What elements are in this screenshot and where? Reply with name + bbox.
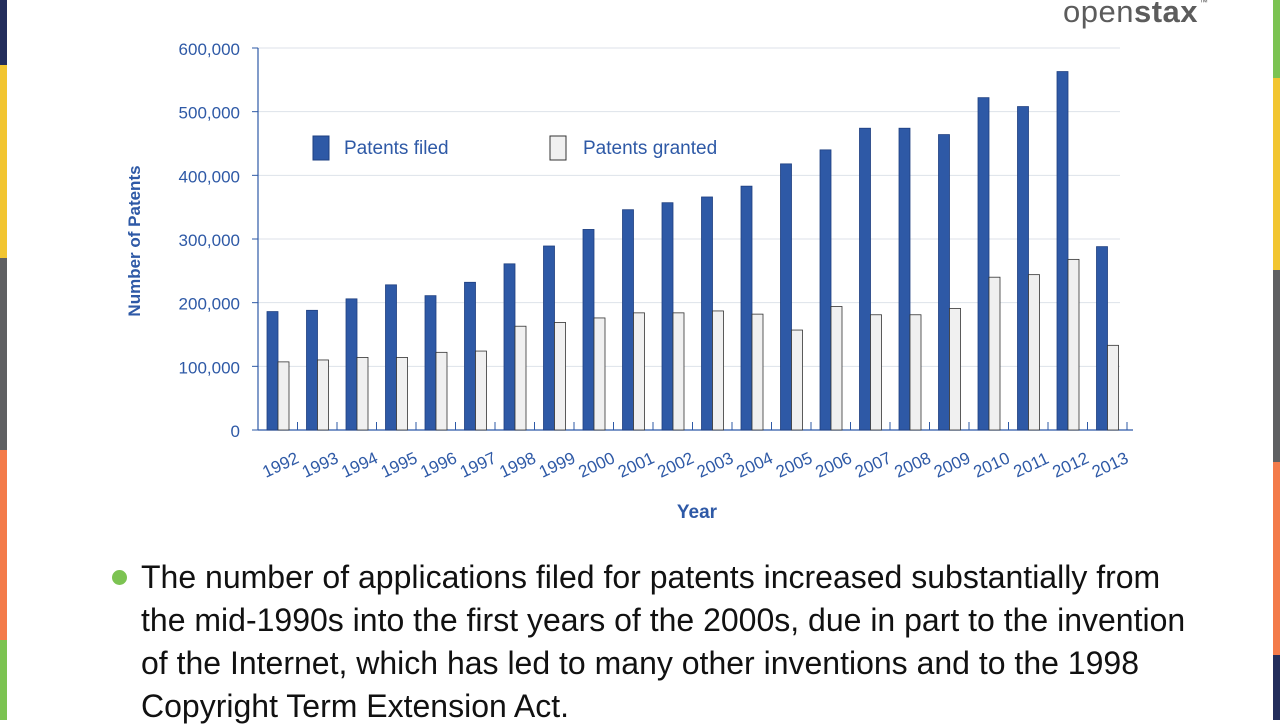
y-axis-title: Number of Patents xyxy=(125,165,144,316)
edge-segment xyxy=(1273,78,1280,270)
bullet-text: The number of applications filed for pat… xyxy=(141,559,1186,724)
x-tick-label: 2012 xyxy=(1050,448,1092,481)
x-tick-label: 2006 xyxy=(813,448,855,481)
x-tick-label: 2009 xyxy=(931,448,973,481)
edge-segment xyxy=(0,640,7,720)
x-axis-title: Year xyxy=(677,502,718,523)
bar-patents-granted xyxy=(514,325,527,431)
x-tick-label: 2002 xyxy=(655,448,697,481)
x-tick-label: 1992 xyxy=(260,448,302,481)
x-tick-label: 1994 xyxy=(339,448,381,481)
x-tick-label: 2010 xyxy=(971,448,1013,481)
x-tick-label: 1995 xyxy=(378,448,420,481)
bar-patents-granted xyxy=(396,357,408,431)
openstax-logo: openstax™ xyxy=(1063,0,1209,30)
x-tick-label: 1996 xyxy=(418,448,460,481)
bar-patents-filed xyxy=(622,209,634,431)
edge-segment xyxy=(1273,655,1280,720)
x-tick-label: 2001 xyxy=(615,448,657,481)
bar-patents-granted xyxy=(277,361,290,431)
bar-patents-filed xyxy=(1017,106,1029,431)
y-tick-label: 0 xyxy=(231,422,240,441)
bar-patents-granted xyxy=(554,322,566,431)
bar-patents-filed xyxy=(266,311,279,431)
bar-patents-filed xyxy=(740,185,753,431)
bar-patents-filed xyxy=(582,229,595,431)
bar-patents-filed xyxy=(503,263,516,431)
bar-patents-granted xyxy=(949,307,961,431)
bar-patents-filed xyxy=(780,163,792,431)
legend-swatch-granted xyxy=(549,135,567,161)
x-tick-label: 2007 xyxy=(852,448,894,481)
bullet-dot-icon xyxy=(112,570,127,585)
bar-patents-filed xyxy=(859,127,871,431)
bar-patents-filed xyxy=(898,127,911,431)
legend-label-filed: Patents filed xyxy=(344,138,449,159)
bar-patents-granted xyxy=(909,314,922,431)
brand-bold: stax xyxy=(1133,0,1199,29)
legend-label-granted: Patents granted xyxy=(583,138,717,159)
x-tick-label: 2005 xyxy=(773,448,815,481)
patents-bar-chart: 0 100,000 200,000 300,000 400,000 500,000 600,… xyxy=(125,40,1133,523)
bar-patents-filed xyxy=(661,202,674,431)
bar-patents-granted xyxy=(870,314,882,431)
bar-patents-filed xyxy=(543,245,555,431)
bar-patents-granted xyxy=(317,359,329,431)
bar-patents-filed xyxy=(385,284,397,431)
edge-segment xyxy=(1273,462,1280,655)
y-tick-label: 100,000 xyxy=(179,358,240,377)
x-tick-label: 2000 xyxy=(576,448,618,481)
x-tick-label: 1999 xyxy=(536,448,578,481)
x-tick-label: 1993 xyxy=(299,448,341,481)
bar-patents-granted xyxy=(751,313,764,431)
x-tick-label: 2011 xyxy=(1011,449,1052,482)
bar-patents-filed xyxy=(701,196,713,431)
edge-segment xyxy=(1273,270,1280,462)
x-tick-label: 2003 xyxy=(694,448,736,481)
edge-segment xyxy=(0,258,7,450)
y-tick-label: 300,000 xyxy=(179,231,240,250)
x-tick-label: 2008 xyxy=(892,448,934,481)
edge-segment xyxy=(0,65,7,258)
bar-patents-filed xyxy=(1096,246,1108,431)
edge-segment xyxy=(1273,0,1280,78)
brand-light: open xyxy=(1063,0,1134,29)
bar-patents-filed xyxy=(977,97,990,431)
bar-patents-granted xyxy=(791,329,803,431)
x-tick-label: 2013 xyxy=(1089,448,1131,481)
x-tick-label: 1997 xyxy=(457,448,499,481)
y-tick-label: 200,000 xyxy=(179,295,240,314)
legend-swatch-filed xyxy=(312,135,330,161)
bar-patents-filed xyxy=(464,281,476,431)
bar-patents-granted xyxy=(593,317,606,431)
edge-segment xyxy=(0,0,7,65)
edge-segment xyxy=(0,450,7,640)
bar-patents-granted xyxy=(988,276,1001,431)
x-tick-label: 1998 xyxy=(497,448,539,481)
brand-trademark: ™ xyxy=(1199,0,1209,7)
bar-patents-filed xyxy=(345,298,358,431)
x-tick-label: 2004 xyxy=(734,448,776,481)
y-tick-label: 500,000 xyxy=(179,104,240,123)
y-tick-label: 400,000 xyxy=(179,167,240,186)
bar-patents-granted xyxy=(475,350,487,431)
bar-patents-granted xyxy=(633,312,645,431)
bar-patents-granted xyxy=(1067,258,1080,431)
bar-patents-granted xyxy=(1028,274,1040,431)
bar-patents-granted xyxy=(672,312,685,431)
bar-patents-filed xyxy=(1056,71,1069,431)
bar-patents-filed xyxy=(424,295,437,431)
bar-patents-granted xyxy=(712,310,724,431)
bar-patents-filed xyxy=(819,149,832,431)
bar-patents-filed xyxy=(938,134,950,431)
bar-patents-filed xyxy=(306,309,318,431)
bar-patents-granted xyxy=(830,306,843,431)
y-tick-label: 600,000 xyxy=(179,40,240,59)
bar-patents-granted xyxy=(356,357,369,431)
bar-patents-granted xyxy=(435,351,448,431)
bar-patents-granted xyxy=(1107,344,1119,431)
